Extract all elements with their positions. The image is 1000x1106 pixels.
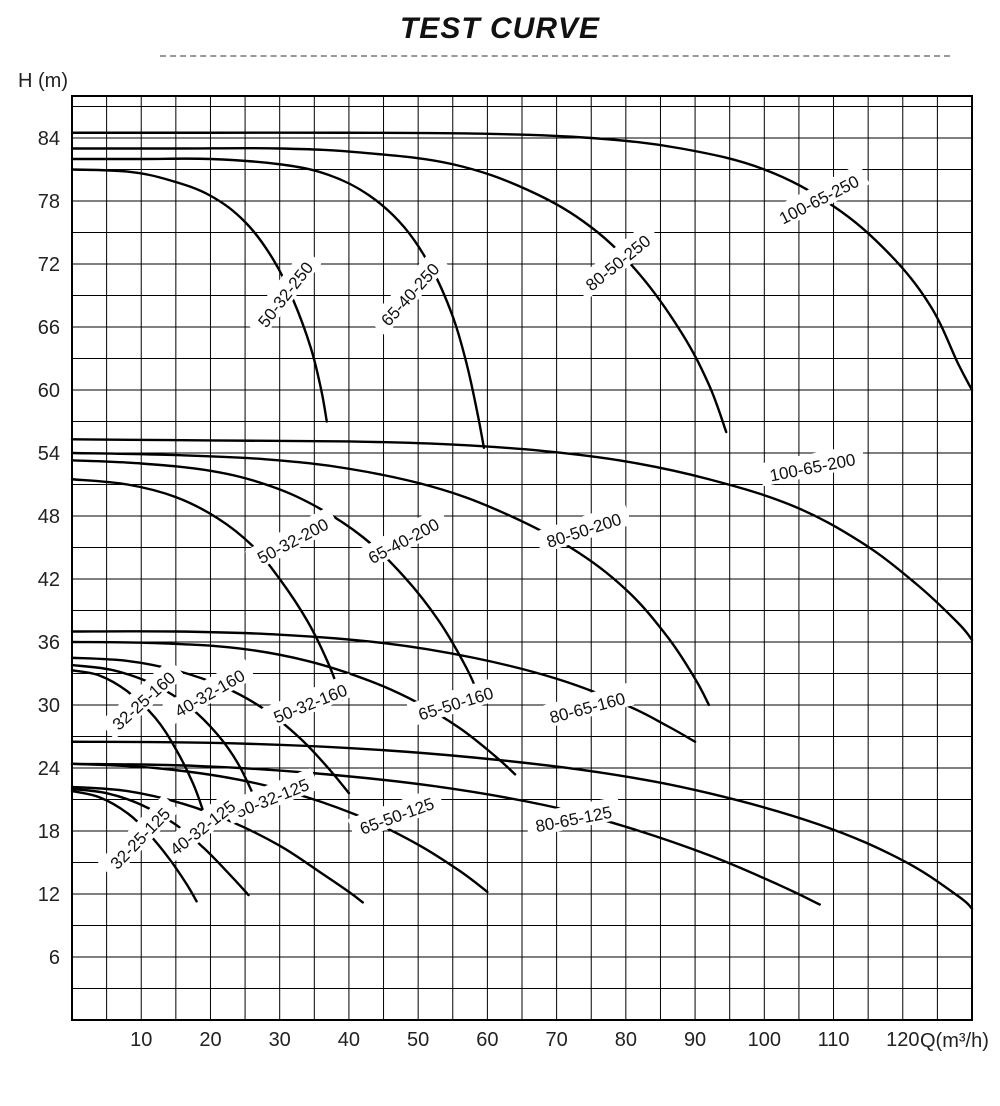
y-axis-label: H (m) — [18, 70, 68, 93]
y-tick: 48 — [38, 506, 60, 528]
x-tick: 50 — [407, 1029, 429, 1051]
x-tick: 20 — [199, 1029, 221, 1051]
x-tick: 90 — [684, 1029, 706, 1051]
y-tick: 30 — [38, 695, 60, 717]
x-tick: 40 — [338, 1029, 360, 1051]
x-tick: 100 — [748, 1029, 781, 1051]
x-tick: 60 — [476, 1029, 498, 1051]
x-tick: 70 — [545, 1029, 567, 1051]
y-tick: 36 — [38, 632, 60, 654]
chart-title: TEST CURVE — [0, 12, 1000, 46]
x-tick: 10 — [130, 1029, 152, 1051]
y-tick: 12 — [38, 884, 60, 906]
x-tick: 80 — [615, 1029, 637, 1051]
y-tick: 72 — [38, 254, 60, 276]
y-tick: 66 — [38, 317, 60, 339]
y-tick: 78 — [38, 191, 60, 213]
x-axis-label: Q(m³/h) — [920, 1030, 989, 1053]
y-tick: 60 — [38, 380, 60, 402]
dashed-rule — [160, 55, 950, 57]
x-tick: 30 — [269, 1029, 291, 1051]
plot-area: 1020304050607080901001101206121824303642… — [72, 96, 972, 1020]
y-tick: 24 — [38, 758, 60, 780]
y-tick: 54 — [38, 443, 60, 465]
y-tick: 6 — [49, 947, 60, 969]
x-tick: 120 — [886, 1029, 919, 1051]
y-tick: 42 — [38, 569, 60, 591]
chart-container: TEST CURVE H (m) Q(m³/h) PUMP & VALVE EQ… — [0, 0, 1000, 1106]
x-tick: 110 — [818, 1029, 850, 1051]
y-tick: 18 — [38, 821, 60, 843]
y-tick: 84 — [38, 128, 60, 150]
